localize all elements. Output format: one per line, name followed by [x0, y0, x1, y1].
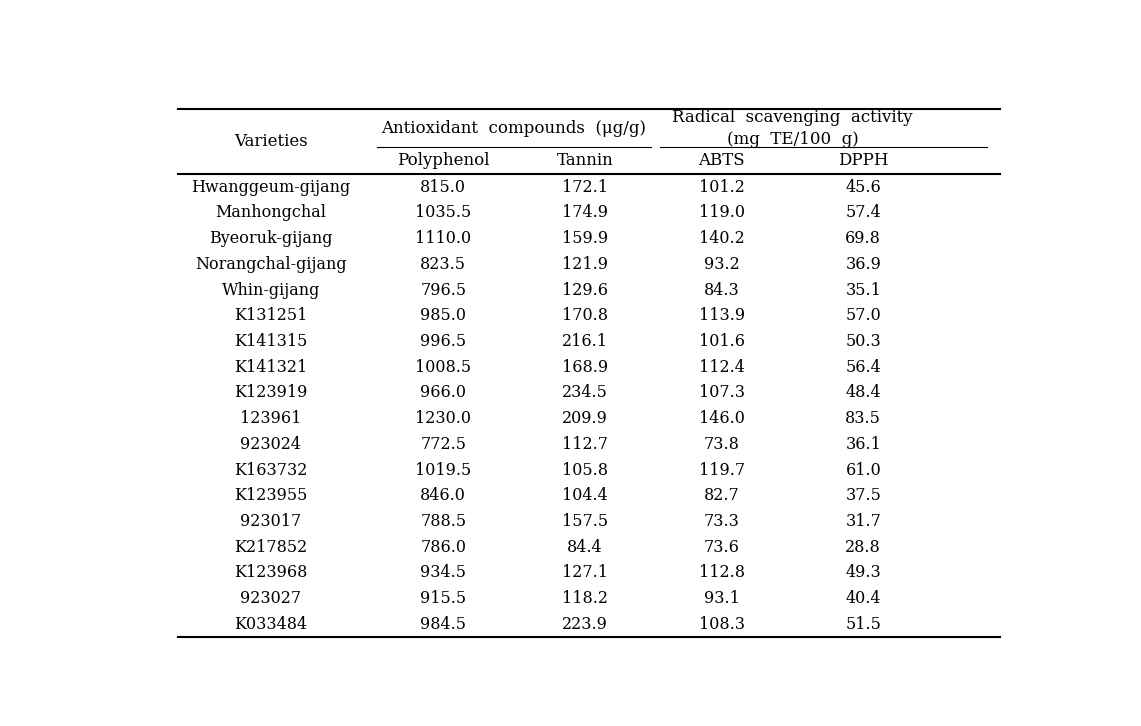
Text: Whin-gijang: Whin-gijang	[221, 282, 319, 298]
Text: 146.0: 146.0	[699, 410, 745, 427]
Text: 123961: 123961	[240, 410, 301, 427]
Text: 69.8: 69.8	[845, 230, 881, 247]
Text: 35.1: 35.1	[845, 282, 881, 298]
Text: K141321: K141321	[234, 359, 307, 375]
Text: 36.1: 36.1	[845, 436, 881, 453]
Text: 28.8: 28.8	[845, 539, 881, 555]
Text: 61.0: 61.0	[845, 462, 881, 478]
Text: 57.0: 57.0	[845, 307, 881, 325]
Text: Polyphenol: Polyphenol	[397, 152, 489, 169]
Text: 129.6: 129.6	[561, 282, 608, 298]
Text: 93.1: 93.1	[704, 590, 739, 607]
Text: 83.5: 83.5	[845, 410, 881, 427]
Text: K141315: K141315	[234, 333, 308, 350]
Text: 996.5: 996.5	[420, 333, 467, 350]
Text: K033484: K033484	[234, 616, 307, 633]
Text: 121.9: 121.9	[561, 256, 608, 273]
Text: 56.4: 56.4	[845, 359, 881, 375]
Text: 93.2: 93.2	[704, 256, 739, 273]
Text: 104.4: 104.4	[561, 487, 608, 505]
Text: 112.7: 112.7	[561, 436, 608, 453]
Text: 223.9: 223.9	[561, 616, 608, 633]
Text: 1230.0: 1230.0	[415, 410, 471, 427]
Text: 57.4: 57.4	[845, 205, 881, 221]
Text: 40.4: 40.4	[845, 590, 881, 607]
Text: 915.5: 915.5	[420, 590, 467, 607]
Text: 157.5: 157.5	[561, 513, 608, 530]
Text: Varieties: Varieties	[234, 134, 308, 150]
Text: 172.1: 172.1	[561, 179, 608, 196]
Text: Manhongchal: Manhongchal	[216, 205, 326, 221]
Text: 216.1: 216.1	[561, 333, 608, 350]
Text: DPPH: DPPH	[837, 152, 889, 169]
Text: 788.5: 788.5	[420, 513, 467, 530]
Text: 985.0: 985.0	[420, 307, 467, 325]
Text: 1035.5: 1035.5	[415, 205, 471, 221]
Text: Norangchal-gijang: Norangchal-gijang	[195, 256, 347, 273]
Text: 108.3: 108.3	[698, 616, 745, 633]
Text: Antioxidant  compounds  (μg/g): Antioxidant compounds (μg/g)	[381, 120, 647, 137]
Text: Tannin: Tannin	[557, 152, 613, 169]
Text: 823.5: 823.5	[420, 256, 467, 273]
Text: 923024: 923024	[241, 436, 301, 453]
Text: K131251: K131251	[234, 307, 308, 325]
Text: 159.9: 159.9	[561, 230, 608, 247]
Text: 118.2: 118.2	[561, 590, 608, 607]
Text: 50.3: 50.3	[845, 333, 881, 350]
Text: 36.9: 36.9	[845, 256, 881, 273]
Text: 48.4: 48.4	[845, 384, 881, 401]
Text: 984.5: 984.5	[420, 616, 467, 633]
Text: 119.7: 119.7	[698, 462, 745, 478]
Text: 772.5: 772.5	[420, 436, 467, 453]
Text: 45.6: 45.6	[845, 179, 881, 196]
Text: 84.3: 84.3	[704, 282, 739, 298]
Text: 127.1: 127.1	[561, 564, 608, 582]
Text: 174.9: 174.9	[561, 205, 608, 221]
Text: 923027: 923027	[241, 590, 301, 607]
Text: 140.2: 140.2	[699, 230, 745, 247]
Text: 934.5: 934.5	[420, 564, 467, 582]
Text: 82.7: 82.7	[704, 487, 739, 505]
Text: 37.5: 37.5	[845, 487, 881, 505]
Text: 113.9: 113.9	[698, 307, 745, 325]
Text: 168.9: 168.9	[561, 359, 608, 375]
Text: 105.8: 105.8	[561, 462, 608, 478]
Text: 170.8: 170.8	[561, 307, 608, 325]
Text: 101.2: 101.2	[699, 179, 745, 196]
Text: 966.0: 966.0	[420, 384, 467, 401]
Text: 49.3: 49.3	[845, 564, 881, 582]
Text: 112.8: 112.8	[698, 564, 745, 582]
Text: 51.5: 51.5	[845, 616, 881, 633]
Text: ABTS: ABTS	[698, 152, 745, 169]
Text: Hwanggeum-gijang: Hwanggeum-gijang	[192, 179, 350, 196]
Text: K123955: K123955	[234, 487, 308, 505]
Text: 786.0: 786.0	[420, 539, 467, 555]
Text: 107.3: 107.3	[698, 384, 745, 401]
Text: 1019.5: 1019.5	[415, 462, 471, 478]
Text: 119.0: 119.0	[698, 205, 745, 221]
Text: K217852: K217852	[234, 539, 307, 555]
Text: K123919: K123919	[234, 384, 308, 401]
Text: Radical  scavenging  activity
(mg  TE/100  g): Radical scavenging activity (mg TE/100 g…	[672, 109, 913, 148]
Text: 112.4: 112.4	[699, 359, 745, 375]
Text: 796.5: 796.5	[420, 282, 467, 298]
Text: K123968: K123968	[234, 564, 308, 582]
Text: 1008.5: 1008.5	[415, 359, 471, 375]
Text: 923017: 923017	[241, 513, 301, 530]
Text: 209.9: 209.9	[561, 410, 608, 427]
Text: 73.6: 73.6	[704, 539, 739, 555]
Text: 234.5: 234.5	[561, 384, 608, 401]
Text: 846.0: 846.0	[420, 487, 467, 505]
Text: 73.8: 73.8	[704, 436, 739, 453]
Text: 73.3: 73.3	[704, 513, 739, 530]
Text: 101.6: 101.6	[698, 333, 745, 350]
Text: 31.7: 31.7	[845, 513, 881, 530]
Text: 84.4: 84.4	[567, 539, 602, 555]
Text: 815.0: 815.0	[420, 179, 467, 196]
Text: Byeoruk-gijang: Byeoruk-gijang	[209, 230, 332, 247]
Text: K163732: K163732	[234, 462, 308, 478]
Text: 1110.0: 1110.0	[415, 230, 471, 247]
